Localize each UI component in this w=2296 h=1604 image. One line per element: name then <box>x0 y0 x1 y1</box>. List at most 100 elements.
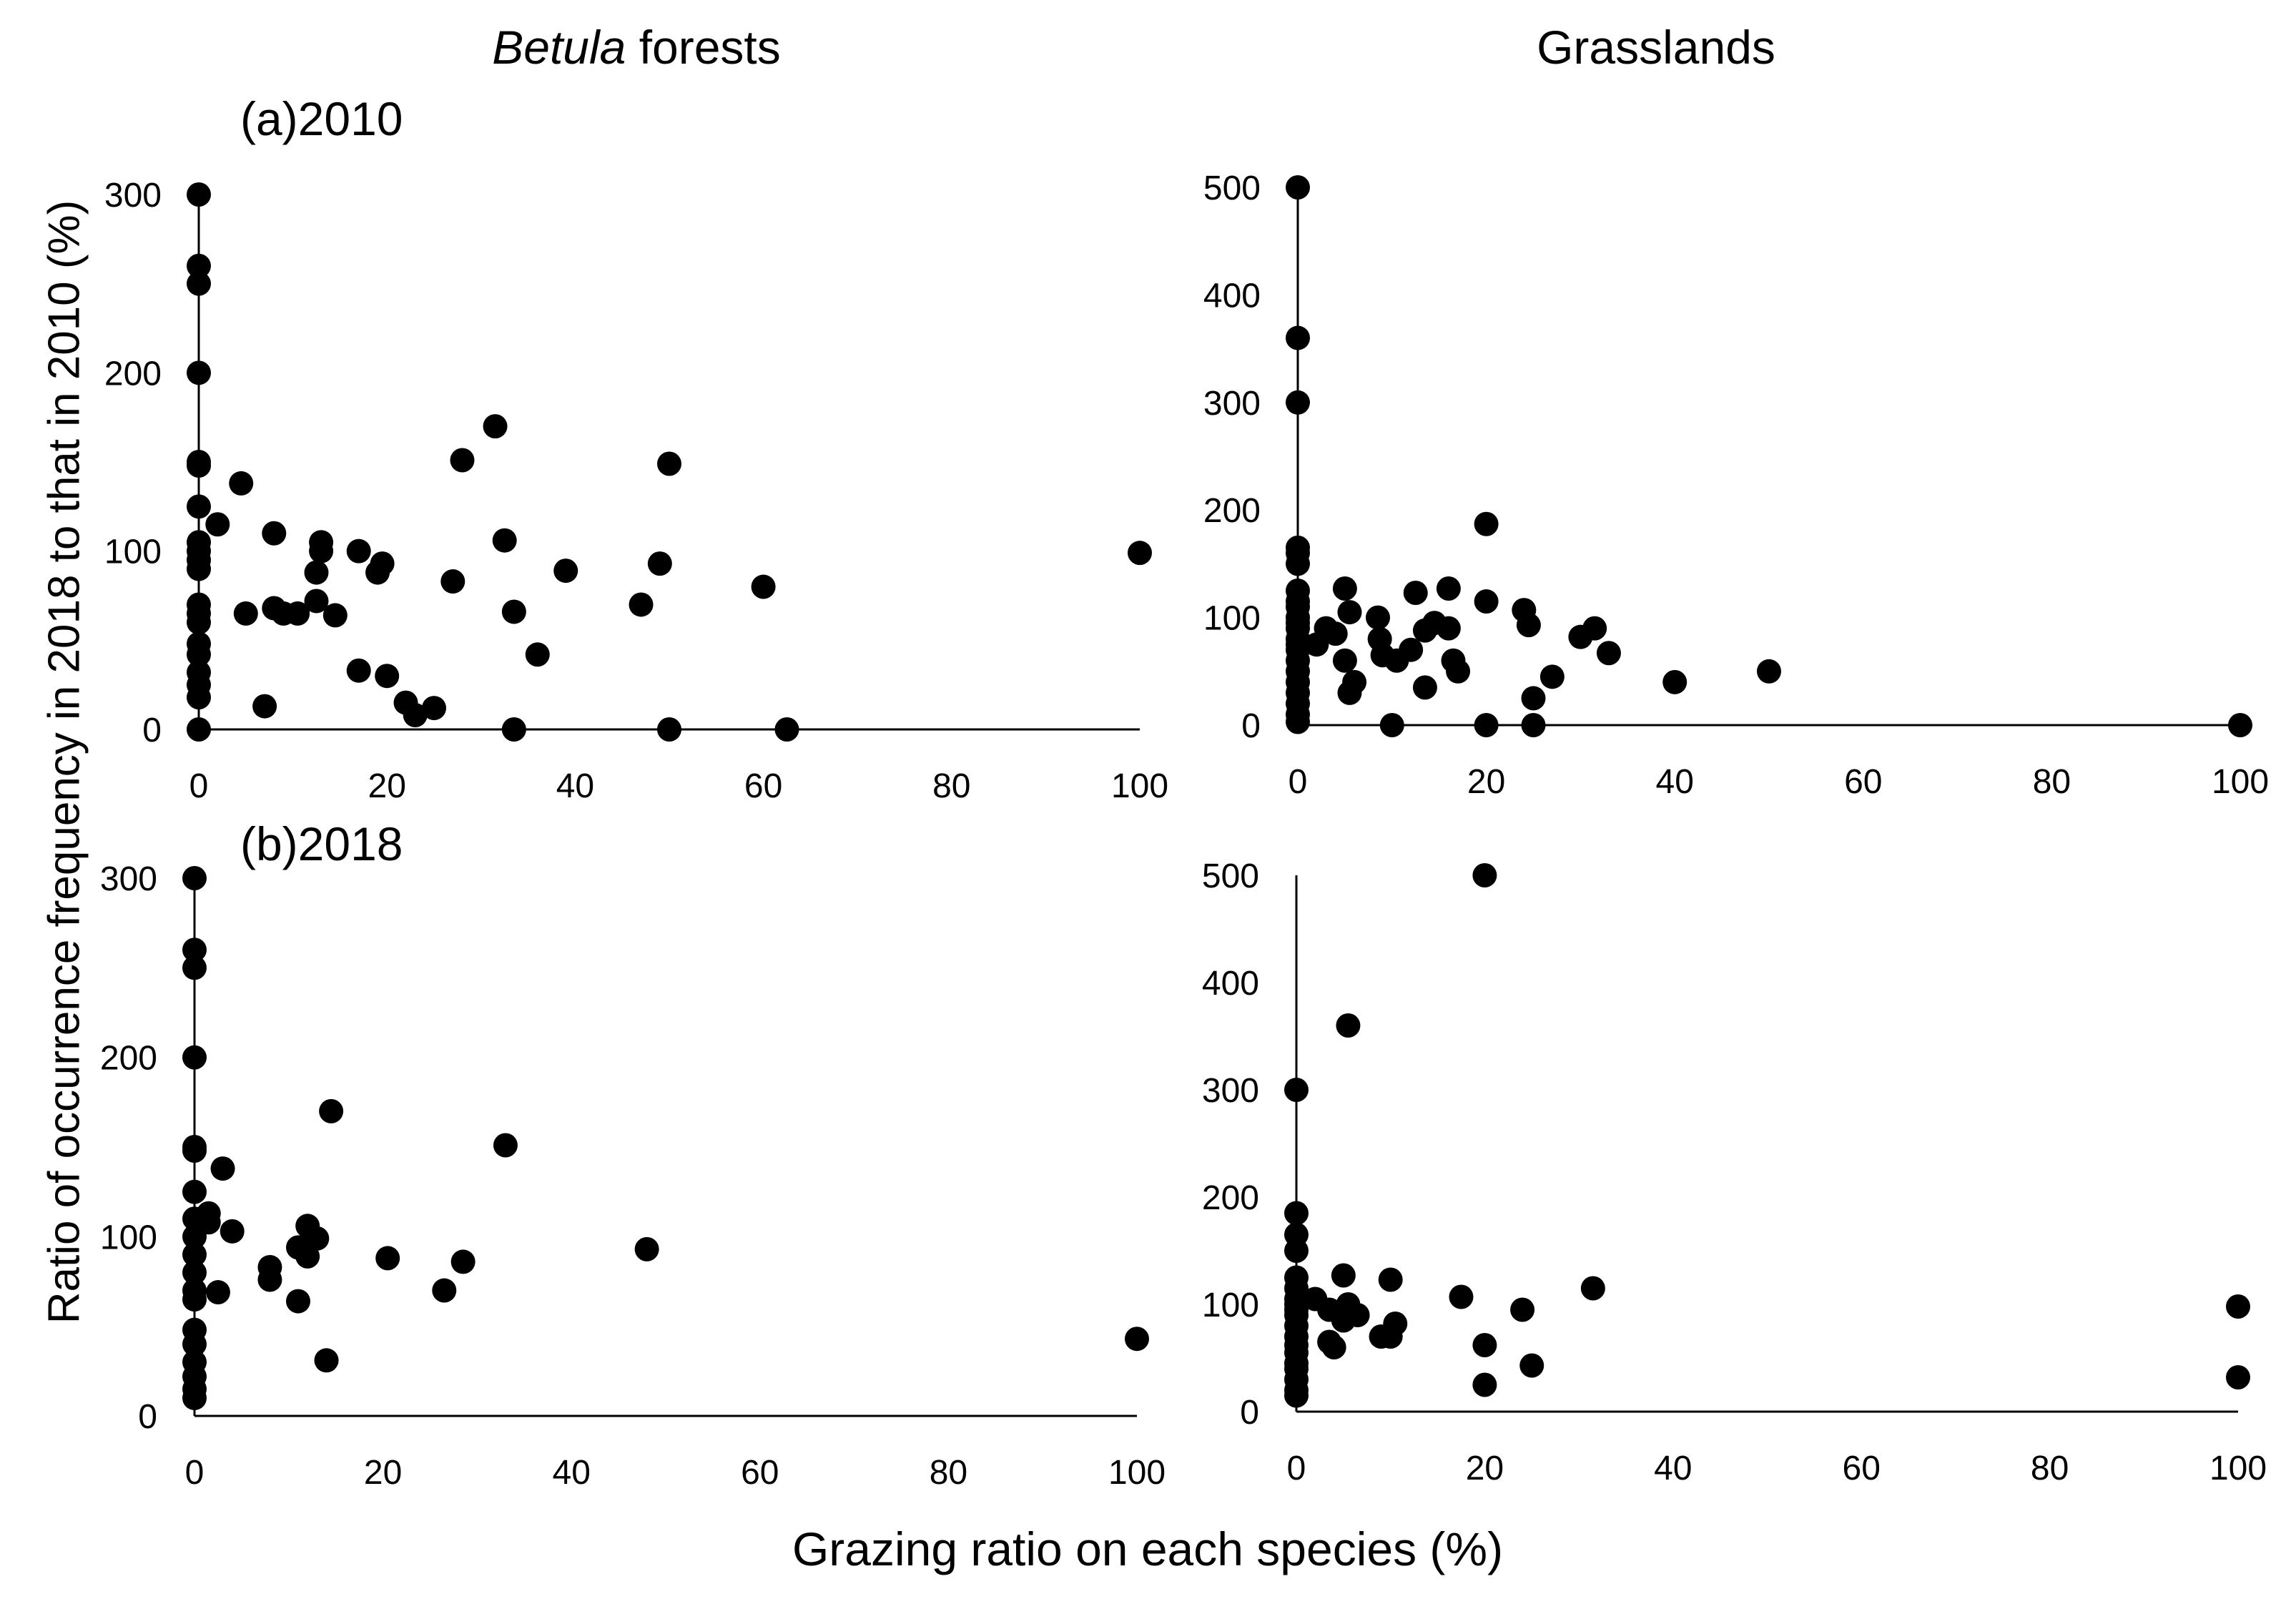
data-point <box>1284 1078 1309 1102</box>
x-tick-label: 20 <box>1467 763 1505 801</box>
x-tick-label: 40 <box>553 1454 591 1492</box>
data-point <box>205 1280 230 1305</box>
y-tick-label: 400 <box>1202 965 1259 1003</box>
y-tick-label: 500 <box>1203 169 1261 207</box>
data-point <box>257 1267 282 1292</box>
data-point <box>375 664 400 689</box>
data-point <box>1336 1013 1361 1038</box>
data-point <box>450 448 475 473</box>
data-point <box>1403 581 1428 606</box>
data-point <box>187 494 211 519</box>
data-point <box>304 589 329 614</box>
x-tick-label: 20 <box>364 1454 402 1492</box>
data-point <box>1662 669 1687 694</box>
x-tick-label: 20 <box>368 767 406 805</box>
data-point <box>1412 675 1437 700</box>
y-tick-label: 100 <box>1203 600 1261 638</box>
y-tick-label: 0 <box>1240 1394 1259 1432</box>
data-point <box>1331 1263 1356 1288</box>
x-tick-label: 100 <box>1108 1454 1166 1492</box>
x-tick-label: 60 <box>741 1454 779 1492</box>
data-point <box>751 574 776 599</box>
column-title-grasslands: Grasslands <box>1537 21 1775 74</box>
data-point <box>1284 1383 1309 1408</box>
y-tick-label: 400 <box>1203 277 1261 315</box>
data-point <box>493 1133 518 1158</box>
data-point <box>375 1246 400 1271</box>
x-tick-label: 100 <box>2209 1450 2267 1487</box>
data-point <box>525 642 550 667</box>
data-point <box>182 1138 207 1163</box>
data-point <box>1345 1303 1370 1327</box>
x-tick-label: 40 <box>1656 763 1694 801</box>
data-point <box>262 521 287 546</box>
y-tick-label: 300 <box>104 177 162 215</box>
data-point <box>1472 1333 1497 1357</box>
y-tick-label: 0 <box>142 712 162 749</box>
data-point <box>629 592 654 617</box>
y-tick-label: 100 <box>1202 1286 1259 1324</box>
data-point <box>182 1242 207 1267</box>
x-tick-label: 80 <box>2031 1450 2069 1487</box>
data-point <box>295 1244 320 1269</box>
data-point <box>370 551 395 576</box>
data-point <box>440 569 465 594</box>
x-tick-label: 0 <box>1287 1450 1306 1487</box>
data-point <box>1286 390 1310 415</box>
x-tick-label: 40 <box>1654 1450 1692 1487</box>
data-point <box>182 1179 207 1204</box>
y-tick-label: 300 <box>100 860 157 898</box>
data-point <box>182 955 207 980</box>
data-point <box>1379 713 1404 737</box>
chart-grasslands-2018: 0 20 40 60 80 100 0 100 200 300 400 500 <box>1202 857 2267 1487</box>
x-tick-label: 0 <box>1289 763 1308 801</box>
data-point <box>1332 648 1357 673</box>
data-point <box>1323 621 1348 646</box>
data-point <box>1337 600 1362 625</box>
y-tick-label: 0 <box>1241 707 1261 745</box>
data-point <box>196 1201 221 1226</box>
x-tick-label: 0 <box>185 1454 205 1492</box>
data-point <box>1521 686 1546 711</box>
data-point <box>187 453 211 478</box>
data-point <box>187 271 211 296</box>
data-point <box>1449 1284 1474 1309</box>
data-point <box>1383 1312 1408 1336</box>
data-point <box>182 1260 207 1285</box>
data-point <box>1539 664 1565 689</box>
x-tick-label: 60 <box>1843 1450 1881 1487</box>
x-axis-label: Grazing ratio on each species (%) <box>792 1522 1504 1575</box>
panel-label-a: (a)2010 <box>240 92 403 145</box>
data-point <box>187 610 211 635</box>
data-point <box>319 1098 344 1123</box>
data-point <box>182 1045 207 1070</box>
data-point <box>314 1348 339 1373</box>
data-point <box>1510 1297 1535 1322</box>
data-point <box>182 1385 207 1410</box>
data-point <box>501 717 526 742</box>
y-tick-label: 500 <box>1202 857 1259 895</box>
data-point <box>1474 713 1499 737</box>
data-point <box>647 551 672 576</box>
data-point <box>252 694 277 719</box>
y-tick-label: 300 <box>1202 1072 1259 1110</box>
data-point <box>1366 605 1391 630</box>
data-point <box>1474 511 1499 536</box>
data-point <box>492 528 517 553</box>
x-tick-label: 40 <box>556 767 594 805</box>
data-point <box>1580 1276 1605 1301</box>
data-point <box>657 717 681 742</box>
data-point <box>285 1289 310 1314</box>
x-tick-label: 60 <box>1844 763 1882 801</box>
data-point <box>1582 616 1607 641</box>
x-tick-label: 20 <box>1466 1450 1504 1487</box>
y-tick-label: 200 <box>1202 1179 1259 1217</box>
data-point <box>1342 669 1367 694</box>
data-point <box>403 703 428 728</box>
panel-label-b: (b)2018 <box>240 817 403 870</box>
data-point <box>1757 659 1781 684</box>
data-point <box>1399 637 1424 662</box>
data-point <box>305 1226 330 1251</box>
data-point <box>1284 1239 1309 1263</box>
